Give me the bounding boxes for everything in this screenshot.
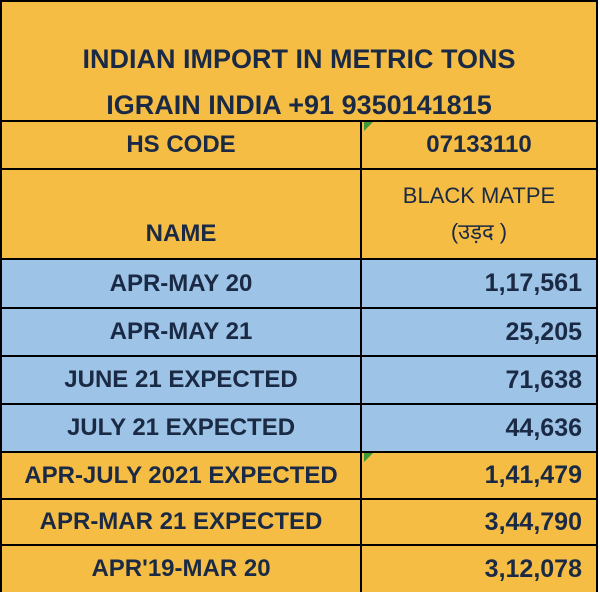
title-row: INDIAN IMPORT IN METRIC TONS IGRAIN INDI…	[2, 2, 596, 122]
name-label: NAME	[2, 170, 362, 258]
period-label: APR-JULY 2021 EXPECTED	[2, 453, 362, 498]
table-row: APR-MAY 21 25,205	[2, 309, 596, 357]
period-label: APR-MAR 21 EXPECTED	[2, 500, 362, 544]
table-row: APR-JULY 2021 EXPECTED 1,41,479	[2, 453, 596, 500]
table-row: APR-MAY 20 1,17,561	[2, 260, 596, 309]
commodity-name-cell: BLACK MATPE (उड़द )	[362, 170, 596, 258]
period-label: JULY 21 EXPECTED	[2, 405, 362, 451]
import-value-cell: 1,41,479	[362, 453, 596, 498]
period-label: APR-MAY 20	[2, 260, 362, 307]
cell-comment-marker-icon	[364, 122, 373, 131]
hs-code-value-cell: 07133110	[362, 122, 596, 168]
table-subtitle: IGRAIN INDIA +91 9350141815	[106, 90, 492, 120]
name-row: NAME BLACK MATPE (उड़द )	[2, 170, 596, 260]
table-title: INDIAN IMPORT IN METRIC TONS	[82, 44, 516, 74]
import-value: 44,636	[505, 413, 582, 442]
hs-code-value: 07133110	[426, 131, 532, 158]
import-value: 3,44,790	[484, 507, 582, 536]
hs-code-row: HS CODE 07133110	[2, 122, 596, 170]
cell-comment-marker-icon	[364, 453, 373, 462]
commodity-name-hindi: (उड़द )	[450, 219, 508, 244]
table-row: JUNE 21 EXPECTED 71,638	[2, 357, 596, 405]
import-value: 3,12,078	[484, 554, 582, 583]
table-row: APR-MAR 21 EXPECTED 3,44,790	[2, 500, 596, 546]
import-value: 1,17,561	[484, 269, 582, 297]
table-row: APR'19-MAR 20 3,12,078	[2, 546, 596, 592]
period-label: APR'19-MAR 20	[2, 546, 362, 592]
period-label: JUNE 21 EXPECTED	[2, 357, 362, 403]
import-value: 71,638	[505, 365, 582, 394]
hs-code-label: HS CODE	[2, 122, 362, 168]
period-label: APR-MAY 21	[2, 309, 362, 355]
table-row: JULY 21 EXPECTED 44,636	[2, 405, 596, 453]
import-value: 25,205	[505, 317, 582, 346]
import-value: 1,41,479	[484, 461, 582, 489]
commodity-name: BLACK MATPE	[402, 183, 556, 208]
